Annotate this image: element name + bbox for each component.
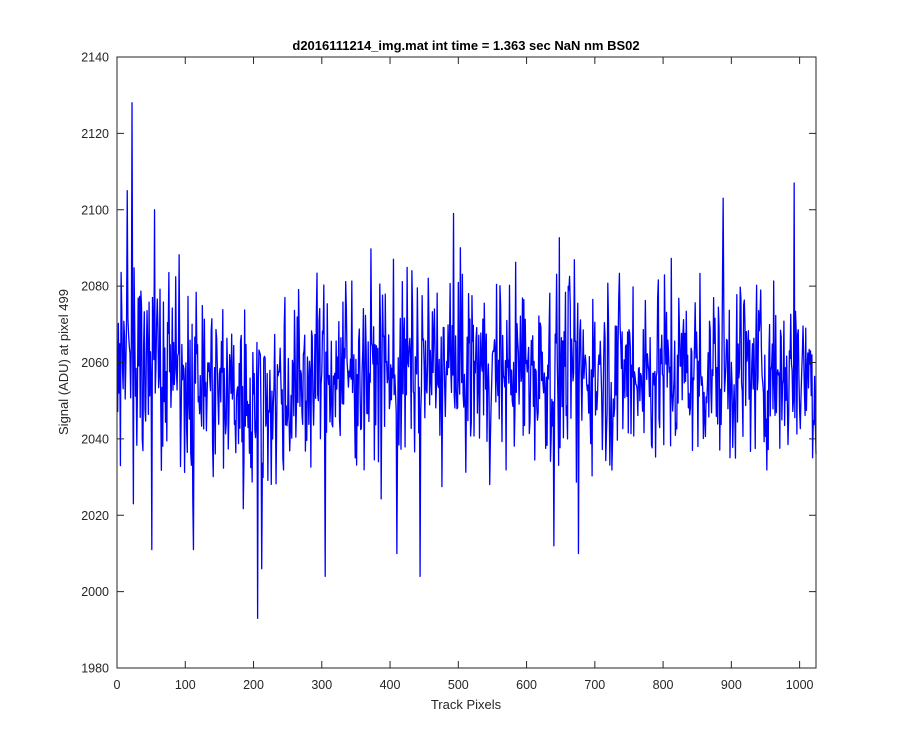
x-tick-label: 300 xyxy=(311,678,332,692)
y-axis-label: Signal (ADU) at pixel 499 xyxy=(56,289,71,435)
y-tick-label: 1980 xyxy=(81,662,109,676)
x-tick-label: 200 xyxy=(243,678,264,692)
y-tick-label: 2140 xyxy=(81,51,109,65)
y-tick-label: 2080 xyxy=(81,280,109,294)
y-tick-label: 2060 xyxy=(81,356,109,370)
signal-series-line xyxy=(117,102,817,620)
x-tick-label: 0 xyxy=(114,678,121,692)
series-layer xyxy=(117,102,817,620)
y-tick-label: 2120 xyxy=(81,127,109,141)
x-tick-label: 1000 xyxy=(786,678,814,692)
y-tick-label: 2100 xyxy=(81,203,109,217)
plot-area: 0 100 200 300 400 500 600 700 800 900 1000 1980 2000… xyxy=(81,51,817,692)
x-tick-label: 600 xyxy=(516,678,537,692)
x-tick-label: 100 xyxy=(175,678,196,692)
x-tick-label: 400 xyxy=(380,678,401,692)
x-tick-label: 900 xyxy=(721,678,742,692)
x-tick-label: 500 xyxy=(448,678,469,692)
y-tick-label: 2000 xyxy=(81,585,109,599)
x-tick-label: 700 xyxy=(584,678,605,692)
y-tick-label: 2040 xyxy=(81,432,109,446)
x-axis-label: Track Pixels xyxy=(431,697,502,712)
ticks-layer: 0 100 200 300 400 500 600 700 800 900 1000 1980 2000… xyxy=(81,51,816,692)
chart-title: d2016111214_img.mat int time = 1.363 sec… xyxy=(292,38,639,53)
y-tick-label: 2020 xyxy=(81,509,109,523)
x-tick-label: 800 xyxy=(653,678,674,692)
